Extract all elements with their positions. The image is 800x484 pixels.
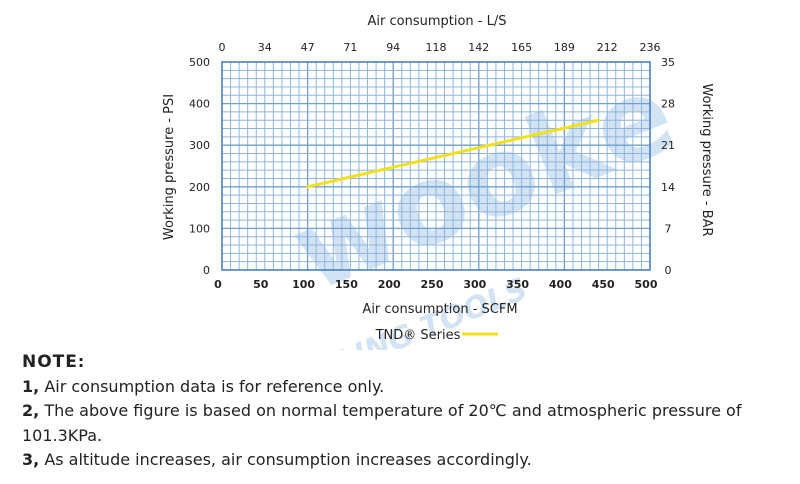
- top-x-tick-label: 165: [511, 41, 532, 54]
- right-y-axis-title: Working pressure - BAR: [699, 83, 714, 236]
- top-x-tick-label: 118: [426, 41, 447, 54]
- top-x-tick-label: 189: [554, 41, 575, 54]
- top-x-tick-label: 47: [301, 41, 315, 54]
- top-x-tick-label: 0: [219, 41, 226, 54]
- top-x-axis-title: Air consumption - L/S: [368, 14, 507, 29]
- air-consumption-chart: wooke ROCK DRILLING TOOLS 05010015020025…: [162, 14, 714, 350]
- bottom-x-tick-label: 300: [463, 278, 486, 291]
- bottom-x-tick-label: 200: [378, 278, 401, 291]
- note-text: Air consumption data is for reference on…: [44, 376, 385, 396]
- left-y-tick-label: 100: [189, 222, 210, 235]
- notes-title-colon: :: [77, 352, 85, 371]
- note-item-2: 2, The above figure is based on normal t…: [22, 399, 792, 448]
- series-layer: [306, 118, 601, 189]
- bottom-x-tick-label: 150: [335, 278, 358, 291]
- bottom-x-axis-title: Air consumption - SCFM: [362, 302, 517, 317]
- top-x-tick-label: 236: [640, 41, 661, 54]
- left-y-tick-label: 0: [203, 264, 210, 277]
- note-number: 1,: [22, 376, 40, 396]
- bottom-x-tick-label: 450: [592, 278, 615, 291]
- left-y-ticks: 0 100 200 300 400 500: [189, 56, 210, 277]
- notes-title: NOTE: [22, 352, 78, 372]
- bottom-x-tick-label: 50: [253, 278, 269, 291]
- bottom-x-tick-label: 250: [421, 278, 444, 291]
- left-y-tick-label: 500: [189, 56, 210, 69]
- left-y-tick-label: 400: [189, 98, 210, 111]
- legend-label-tnd-series: TND® Series: [375, 328, 461, 343]
- right-y-tick-label: 28: [661, 98, 675, 111]
- bottom-x-tick-label: 100: [292, 278, 315, 291]
- bottom-x-tick-label: 500: [635, 278, 658, 291]
- top-x-tick-label: 94: [386, 41, 400, 54]
- bottom-x-ticks: 0 50 100 150 200 250 300 350 400 450 500: [214, 278, 658, 291]
- note-item-1: 1, Air consumption data is for reference…: [22, 375, 792, 400]
- notes-section: NOTE: 1, Air consumption data is for ref…: [22, 350, 792, 473]
- right-y-tick-label: 7: [665, 222, 672, 235]
- note-number: 3,: [22, 450, 40, 469]
- note-number: 2,: [22, 401, 40, 420]
- watermark-brand: wooke: [275, 49, 692, 317]
- plot-border: [221, 61, 651, 271]
- right-y-tick-label: 21: [661, 139, 675, 152]
- series-line-tnd-series: [306, 118, 601, 189]
- note-item-3: 3, As altitude increases, air consumptio…: [22, 448, 792, 473]
- left-y-tick-label: 300: [189, 139, 210, 152]
- bottom-x-tick-label: 0: [214, 278, 222, 291]
- right-y-tick-label: 0: [665, 264, 672, 277]
- top-x-ticks: 0 34 47 71 94 118 142 165 189 212 236: [219, 41, 661, 54]
- right-y-tick-label: 14: [661, 181, 675, 194]
- bottom-x-tick-label: 350: [506, 278, 529, 291]
- right-y-ticks: 0 7 14 21 28 35: [661, 56, 675, 277]
- top-x-tick-label: 212: [597, 41, 618, 54]
- notes-title-line: NOTE:: [22, 350, 792, 375]
- top-x-tick-label: 142: [468, 41, 489, 54]
- left-y-tick-label: 200: [189, 181, 210, 194]
- top-x-tick-label: 34: [258, 41, 272, 54]
- note-text: The above figure is based on normal temp…: [22, 401, 742, 445]
- plot-frame: [221, 61, 651, 271]
- legend: TND® Series: [375, 328, 498, 343]
- chart-grid: [221, 61, 651, 271]
- left-y-axis-title: Working pressure - PSI: [162, 94, 177, 240]
- bottom-x-tick-label: 400: [549, 278, 572, 291]
- note-text: As altitude increases, air consumption i…: [44, 450, 532, 469]
- right-y-tick-label: 35: [661, 56, 675, 69]
- top-x-tick-label: 71: [343, 41, 357, 54]
